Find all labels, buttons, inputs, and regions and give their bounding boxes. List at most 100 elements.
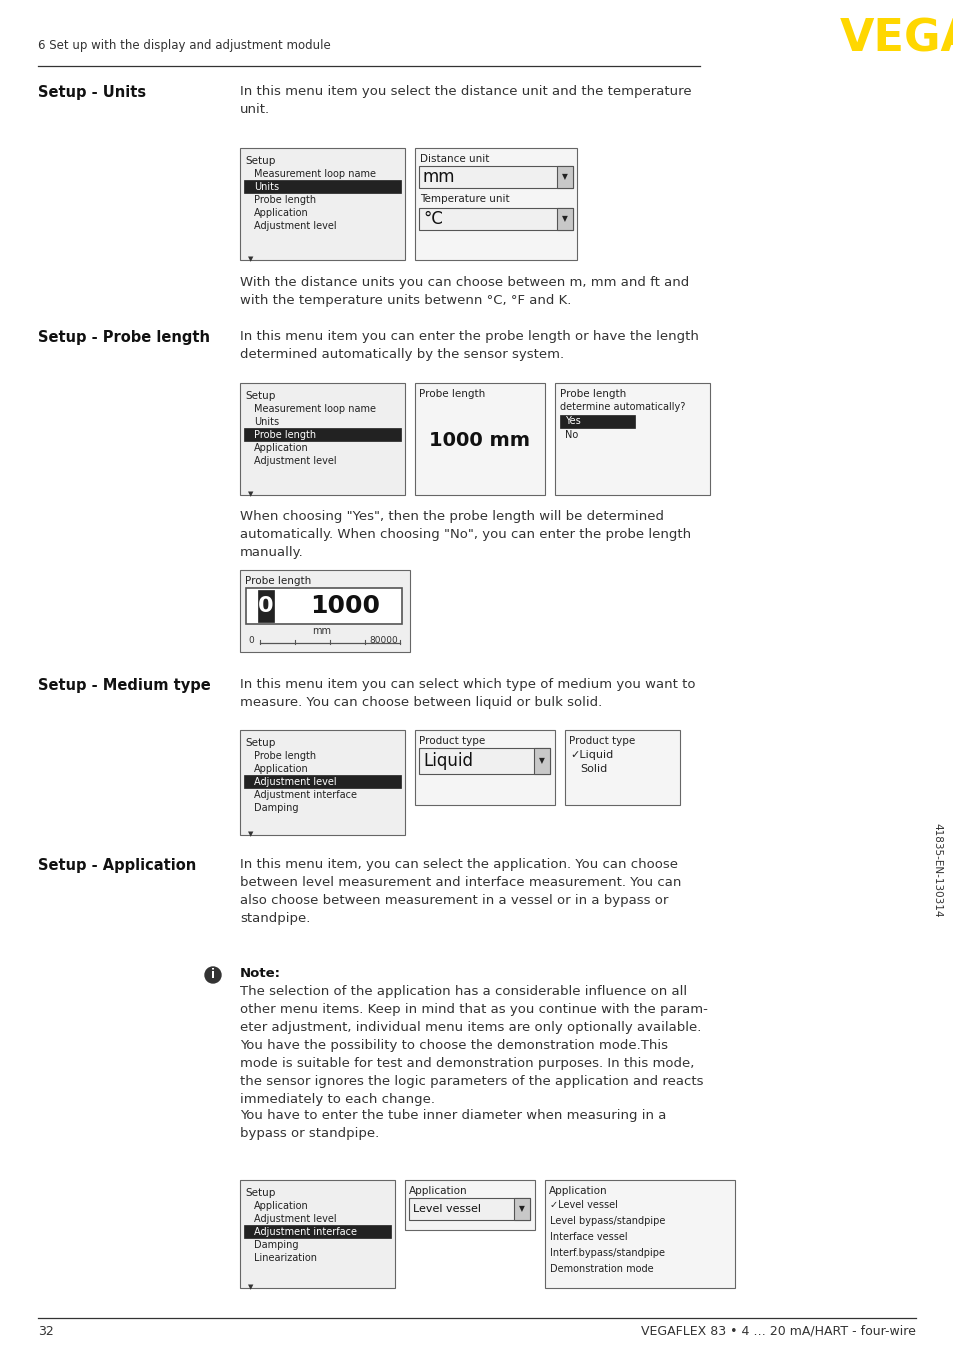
Text: Setup: Setup [245,738,275,747]
Text: Product type: Product type [568,737,635,746]
Text: Damping: Damping [253,1240,298,1250]
Bar [418,167,573,188]
Text: Solid: Solid [579,764,607,774]
Bar [405,1179,535,1229]
Bar [415,730,555,806]
Bar [557,209,573,230]
Text: mm: mm [422,168,455,185]
Text: ▼: ▼ [538,757,544,765]
Text: ▼: ▼ [561,214,567,223]
Text: ▼: ▼ [248,492,253,497]
Bar [240,1179,395,1288]
Bar [514,1198,530,1220]
Text: 0: 0 [258,596,274,616]
Text: Liquid: Liquid [422,751,473,770]
Text: Adjustment level: Adjustment level [253,1215,336,1224]
Text: Adjustment level: Adjustment level [253,221,336,232]
Text: mm: mm [313,626,331,636]
Text: ▼: ▼ [248,831,253,837]
Text: Measurement loop name: Measurement loop name [253,403,375,414]
Text: VEGAFLEX 83 • 4 … 20 mA/HART - four-wire: VEGAFLEX 83 • 4 … 20 mA/HART - four-wire [640,1326,915,1338]
Text: Setup - Probe length: Setup - Probe length [38,330,210,345]
Text: Setup - Units: Setup - Units [38,85,146,100]
Text: Interf.bypass/standpipe: Interf.bypass/standpipe [550,1248,664,1258]
Text: Application: Application [409,1186,467,1196]
Text: Units: Units [253,181,279,192]
Bar [240,570,410,653]
Text: determine automatically?: determine automatically? [559,402,684,412]
Text: Application: Application [253,209,309,218]
Bar [544,1179,734,1288]
Text: Product type: Product type [418,737,485,746]
Text: Setup: Setup [245,156,275,167]
Text: Probe length: Probe length [253,431,315,440]
Text: 1000 mm: 1000 mm [429,432,530,451]
Bar [564,730,679,806]
Bar [246,588,401,624]
Text: When choosing "Yes", then the probe length will be determined
automatically. Whe: When choosing "Yes", then the probe leng… [240,510,690,559]
Bar [240,148,405,260]
Text: Yes: Yes [564,416,580,427]
Text: Setup - Medium type: Setup - Medium type [38,678,211,693]
Text: Adjustment interface: Adjustment interface [253,789,356,800]
Text: In this menu item you can select which type of medium you want to
measure. You c: In this menu item you can select which t… [240,678,695,709]
Text: 6 Set up with the display and adjustment module: 6 Set up with the display and adjustment… [38,39,331,51]
Text: ▼: ▼ [561,172,567,181]
Text: Setup: Setup [245,391,275,401]
Text: In this menu item you select the distance unit and the temperature
unit.: In this menu item you select the distanc… [240,85,691,116]
Text: Distance unit: Distance unit [419,154,489,164]
Text: Level vessel: Level vessel [413,1204,480,1215]
Bar [240,730,405,835]
Text: The selection of the application has a considerable influence on all
other menu : The selection of the application has a c… [240,984,707,1034]
Bar [244,428,400,441]
Text: Probe length: Probe length [245,575,311,586]
Text: Probe length: Probe length [253,751,315,761]
Bar [557,167,573,188]
Text: No: No [564,431,578,440]
Text: 0: 0 [248,636,253,645]
Bar [418,747,550,774]
Text: Application: Application [253,764,309,774]
Text: ▼: ▼ [248,1284,253,1290]
Bar [244,180,400,194]
Bar [415,383,544,496]
Text: You have to enter the tube inner diameter when measuring in a
bypass or standpip: You have to enter the tube inner diamete… [240,1109,666,1140]
Text: 80000: 80000 [369,636,397,645]
Text: Units: Units [253,417,279,427]
Text: Adjustment interface: Adjustment interface [253,1227,356,1238]
Bar [534,747,550,774]
Text: Adjustment level: Adjustment level [253,456,336,466]
Text: Linearization: Linearization [253,1252,316,1263]
Text: Level bypass/standpipe: Level bypass/standpipe [550,1216,664,1225]
Bar [418,209,573,230]
Text: Probe length: Probe length [253,195,315,204]
Bar [409,1198,530,1220]
Text: 1000: 1000 [310,594,379,617]
Text: Setup: Setup [245,1187,275,1198]
Text: In this menu item you can enter the probe length or have the length
determined a: In this menu item you can enter the prob… [240,330,699,362]
Bar [555,383,709,496]
Text: ▼: ▼ [248,256,253,263]
Bar [244,774,400,788]
Text: VEGA: VEGA [840,18,953,61]
Text: ✓Level vessel: ✓Level vessel [550,1200,618,1210]
Bar [559,414,635,428]
Text: Application: Application [253,443,309,454]
Text: ✓Liquid: ✓Liquid [569,750,613,760]
Text: Demonstration mode: Demonstration mode [550,1265,653,1274]
Circle shape [205,967,221,983]
Text: 41835-EN-130314: 41835-EN-130314 [931,823,941,917]
Text: In this menu item, you can select the application. You can choose
between level : In this menu item, you can select the ap… [240,858,680,925]
Text: Measurement loop name: Measurement loop name [253,169,375,179]
Text: Application: Application [548,1186,607,1196]
Text: Setup - Application: Setup - Application [38,858,196,873]
Bar [257,590,274,621]
Text: Interface vessel: Interface vessel [550,1232,627,1242]
Text: Adjustment level: Adjustment level [253,777,336,787]
Text: Probe length: Probe length [559,389,625,399]
Text: i: i [211,968,214,982]
Text: Application: Application [253,1201,309,1210]
Text: You have the possibility to choose the demonstration mode.This
mode is suitable : You have the possibility to choose the d… [240,1039,702,1106]
Text: With the distance units you can choose between m, mm and ft and
with the tempera: With the distance units you can choose b… [240,276,688,307]
Bar [244,1225,391,1238]
